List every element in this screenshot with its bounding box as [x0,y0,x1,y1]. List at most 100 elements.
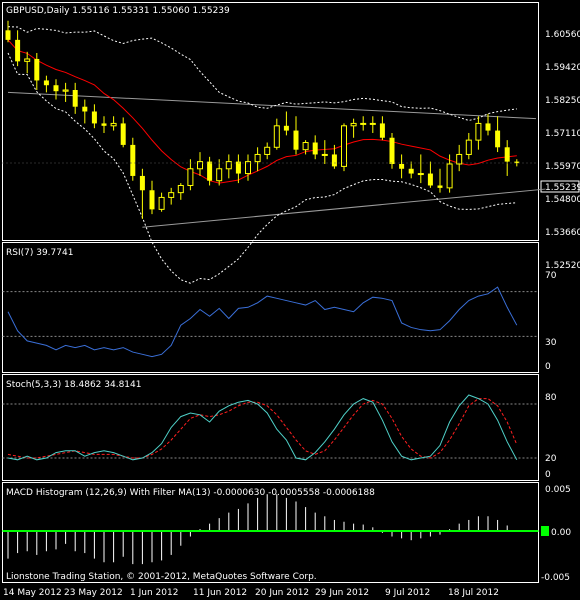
candle-body-up [197,161,203,170]
date-axis: 14 May 2012 23 May 2012 1 Jun 2012 11 Ju… [3,588,499,598]
stoch-axis: 80 20 0 [545,393,557,480]
candle-body-up [158,196,165,210]
stoch-main-line [7,394,518,461]
candle-body-up [341,125,347,167]
price-tick: 1.52520 [545,261,580,271]
stoch-pane-frame[interactable] [2,374,539,481]
rsi-line [7,286,518,358]
candle-body-down [389,137,395,164]
candle-body-down [101,123,107,126]
macd-pane-frame[interactable] [2,482,539,583]
date-tick: 18 Jul 2012 [448,588,499,598]
stoch-tick: 80 [545,393,557,403]
macd-pane-header: MACD Histogram (12,26,9) With Filter MA(… [6,488,375,498]
moving-average-line [7,39,517,184]
price-pane-frame[interactable] [2,2,539,241]
rsi-pane-frame[interactable] [2,242,539,373]
price-tick: 1.58250 [545,96,580,106]
support-trendline [142,188,546,228]
candle-body-up [177,184,184,194]
current-price-box [540,180,580,193]
candle-body-up [350,122,357,127]
candle-body-down [293,130,299,150]
candle-body-up [216,168,223,182]
resistance-trendline [7,91,537,120]
candle-body-down [120,123,126,145]
candle-body-down [149,190,155,210]
candle-body-up [264,146,271,155]
candle-body-down [72,90,78,107]
candle-body-down [312,142,318,155]
price-plot-layer [2,20,546,284]
price-tick: 1.53660 [545,228,580,238]
macd-plot-layer [2,494,539,565]
date-tick: 14 May 2012 [3,588,62,598]
candle-body-down [331,154,337,167]
candle-body-up [456,153,463,165]
price-tick: 1.57110 [545,129,580,139]
candle-body-down [91,111,97,124]
candle-body-up [245,161,251,175]
candle-body-down [408,168,414,174]
candle-body-down [207,161,213,181]
date-tick: 23 May 2012 [64,588,123,598]
candle-body-up [62,89,69,92]
candle-body-down [495,130,501,148]
date-tick: 20 Jun 2012 [255,588,309,598]
bollinger-lower-band [7,52,517,284]
candle-body-down [43,80,49,86]
pane-frames [2,2,539,583]
candle-body-up [475,122,482,141]
macd-tick: 0.00 [551,528,571,538]
candle-body-up [465,139,472,155]
price-pane-header: GBPUSD,Daily 1.55116 1.55331 1.55060 1.5… [6,6,230,16]
candle-body-down [485,123,491,131]
macd-tick: -0.005 [541,573,570,583]
candle-body-down [34,58,40,81]
rsi-axis: 70 30 0 [545,271,557,372]
candle-body-down [514,161,520,164]
bollinger-upper-band [7,26,517,122]
price-tick: 1.59420 [545,63,580,73]
candle-body-up [273,125,280,148]
candle-body-up [321,153,328,156]
candle-body-up [446,163,453,189]
candle-body-down [399,164,405,169]
candle-body-down [379,123,385,138]
stoch-signal-line [7,398,518,459]
candle-body-up [225,161,232,170]
candle-body-down [5,30,11,40]
rsi-tick: 0 [545,362,551,372]
rsi-pane-header: RSI(7) 39.7741 [6,248,73,258]
candle-body-down [235,161,241,174]
candle-body-up [417,173,424,176]
candle-body-down [427,173,433,186]
candle-body-down [15,39,21,62]
price-tick: 1.55970 [545,162,580,172]
candle-body-down [283,125,289,131]
price-axis: 1.60560 1.59420 1.58250 1.57110 1.55970 … [545,30,580,271]
stoch-plot-layer [2,394,539,461]
candle-body-up [302,142,309,151]
candle-body-down [437,185,443,188]
stoch-tick: 20 [545,454,557,464]
current-price-text: 1.55239 [545,183,580,193]
rsi-tick: 70 [545,271,557,281]
macd-axis: 0.005 0.00 -0.005 [541,485,571,583]
date-tick: 29 Jun 2012 [315,588,369,598]
candle-body-down [130,144,136,176]
rsi-tick: 30 [545,338,557,348]
candle-body-up [254,153,261,163]
candle-body-up [360,122,367,125]
macd-tick: 0.005 [545,485,571,495]
current-price-label: 1.55239 [540,180,580,193]
candle-body-up [24,58,31,62]
candle-body-down [82,106,88,112]
date-tick: 11 Jun 2012 [193,588,247,598]
candle-body-up [110,122,117,127]
rsi-plot-layer [2,286,539,358]
candle-body-up [168,192,175,198]
candle-body-down [53,85,59,92]
